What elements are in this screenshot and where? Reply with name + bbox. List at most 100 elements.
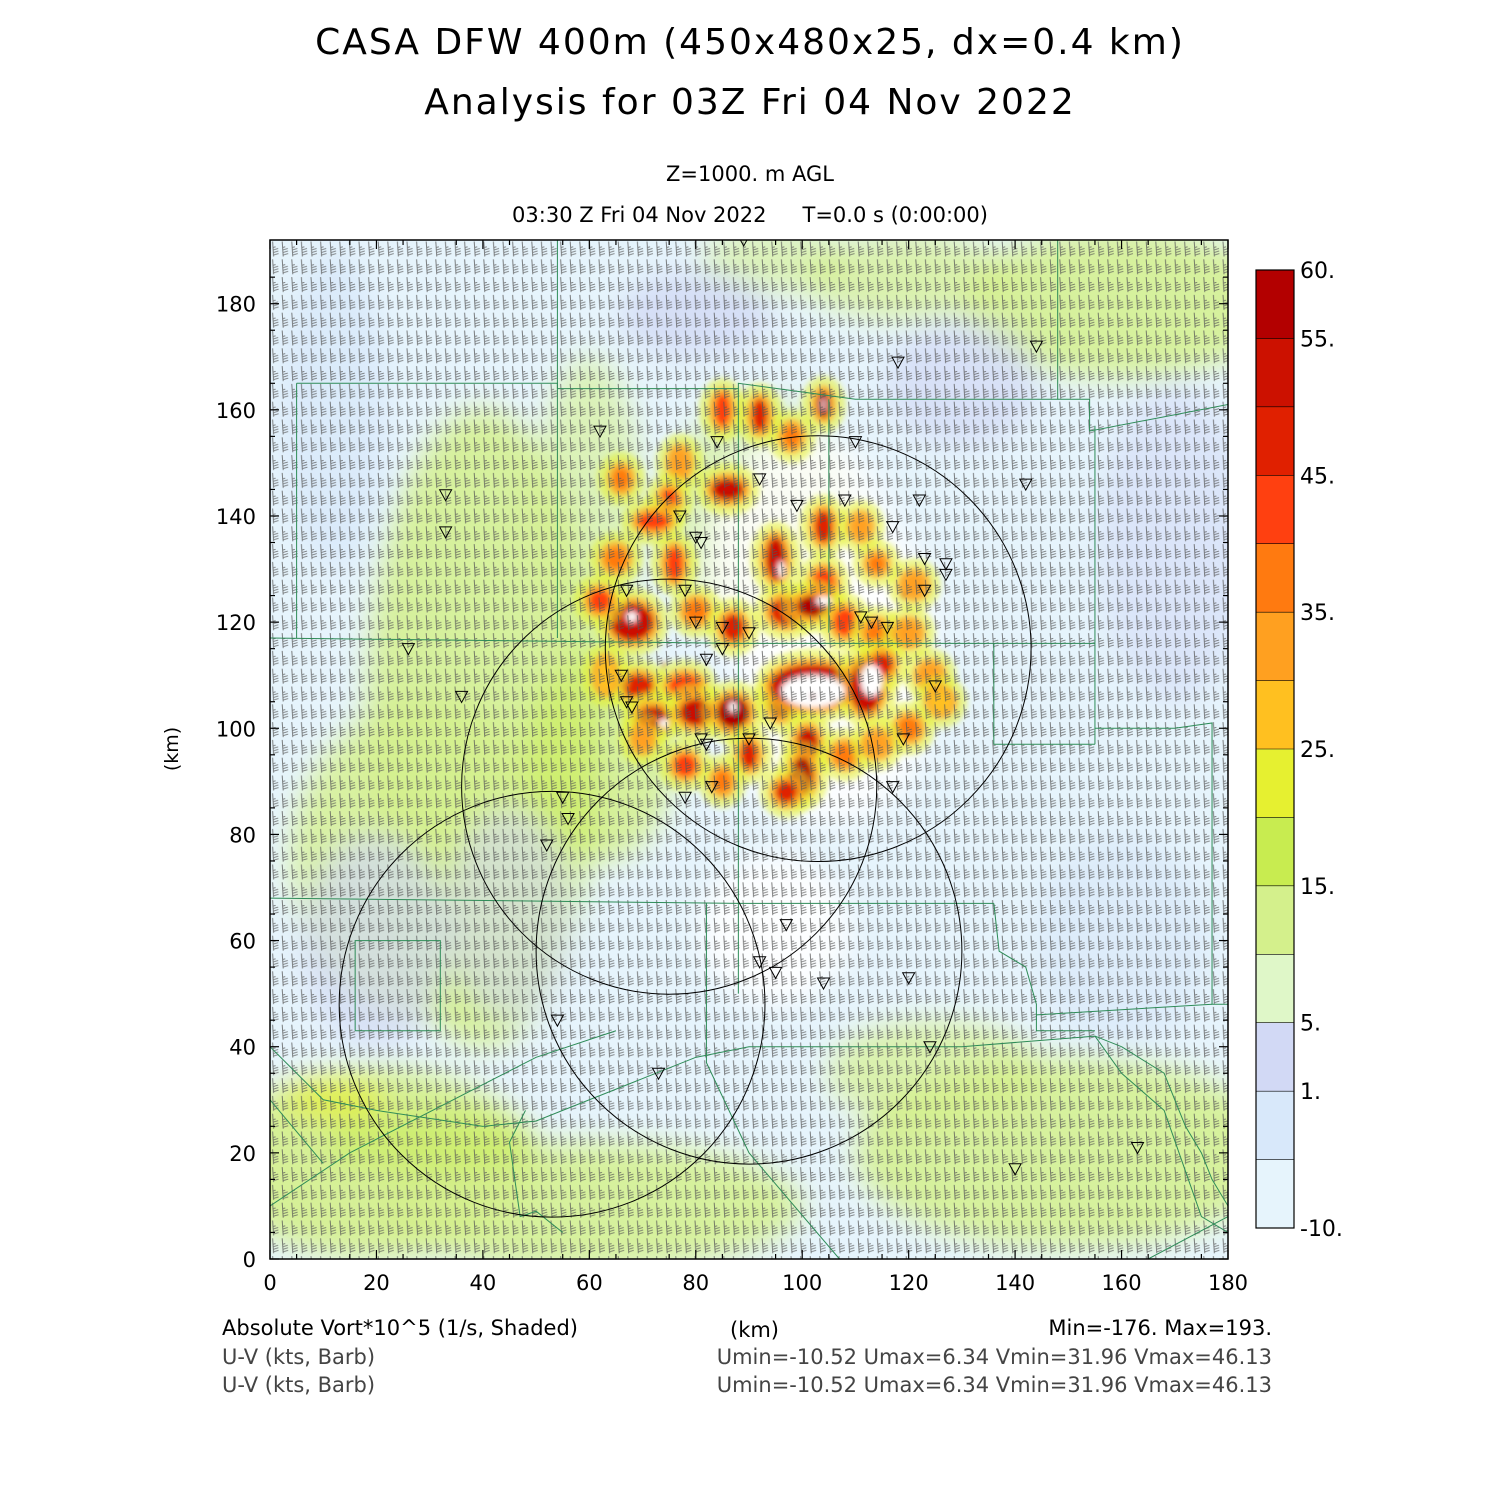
y-tick-label: 80 — [229, 823, 256, 847]
station-marker — [619, 584, 634, 598]
station-marker — [848, 436, 863, 449]
radar-range-ring — [338, 790, 766, 1218]
county-boundary — [354, 940, 441, 1032]
station-marker — [917, 584, 932, 598]
station-marker — [555, 791, 570, 805]
station-marker — [678, 791, 692, 805]
y-tick-label: 40 — [229, 1036, 256, 1060]
title-line-1: CASA DFW 400m (450x480x25, dx=0.4 km) — [315, 22, 1185, 63]
field-label: Absolute Vort*10^5 (1/s, Shaded) — [222, 1316, 578, 1340]
station-marker — [1029, 340, 1044, 354]
county-boundary — [557, 240, 1059, 400]
station-marker — [454, 690, 469, 704]
radar-range-ring — [604, 435, 1032, 863]
y-tick-label: 120 — [216, 611, 256, 635]
colorbar-swatch — [1256, 1091, 1294, 1161]
county-boundary — [705, 903, 840, 1259]
x-tick-label: 160 — [1102, 1271, 1142, 1295]
colorbar-swatch — [1256, 612, 1294, 682]
county-boundary — [270, 1099, 324, 1164]
station-marker — [539, 839, 554, 853]
station-marker — [742, 627, 756, 640]
county-boundary — [270, 1030, 617, 1207]
level-label: Z=1000. m AGL — [666, 162, 834, 186]
colorbar-swatch — [1256, 270, 1294, 339]
station-marker — [672, 510, 687, 524]
station-marker — [401, 643, 416, 656]
county-boundary — [1094, 722, 1228, 1005]
station-marker — [1130, 1142, 1145, 1155]
county-boundary — [1147, 1216, 1228, 1259]
y-tick-label: 140 — [216, 505, 256, 529]
station-marker — [651, 1067, 666, 1081]
station-marker — [790, 499, 804, 513]
x-tick-label: 120 — [889, 1271, 929, 1295]
station-marker — [880, 621, 895, 635]
station-marker — [885, 781, 900, 794]
x-tick-label: 180 — [1208, 1271, 1248, 1295]
x-tick-label: 0 — [263, 1271, 276, 1295]
barb-label-2: U-V (kts, Barb) — [222, 1373, 376, 1397]
x-tick-label: 80 — [682, 1271, 709, 1295]
station-marker — [625, 701, 639, 715]
colorbar-swatch — [1256, 817, 1294, 887]
y-tick-label: 20 — [229, 1142, 256, 1166]
station-marker — [742, 733, 756, 746]
station-marker — [779, 919, 794, 932]
station-marker — [752, 473, 767, 486]
county-boundary — [270, 1035, 1122, 1127]
county-boundary — [993, 643, 1095, 745]
county-boundary — [1121, 1046, 1228, 1207]
county-boundary — [1036, 1003, 1213, 1016]
station-marker — [699, 738, 714, 752]
colorbar — [1255, 269, 1295, 1229]
station-marker — [1008, 1163, 1022, 1176]
x-tick-label: 20 — [363, 1271, 390, 1295]
station-marker — [1018, 478, 1033, 492]
station-marker — [928, 680, 943, 693]
colorbar-label: 60. — [1300, 259, 1335, 284]
y-tick-label: 160 — [216, 399, 256, 423]
colorbar-swatch — [1256, 1159, 1294, 1229]
colorbar-label: 35. — [1300, 601, 1335, 626]
radar-range-ring — [461, 578, 878, 995]
station-marker — [704, 781, 719, 794]
station-marker — [763, 717, 778, 731]
station-marker — [853, 611, 868, 624]
colorbar-swatch — [1256, 406, 1294, 476]
station-marker — [816, 977, 831, 991]
colorbar-swatch — [1256, 475, 1294, 545]
plot-frame — [269, 239, 1229, 1260]
station-marker — [715, 621, 730, 635]
y-tick-label: 100 — [216, 717, 256, 741]
station-marker — [561, 812, 575, 826]
station-marker — [912, 494, 927, 508]
valid-time: 03:30 Z Fri 04 Nov 2022 — [512, 203, 767, 227]
colorbar-frame — [1255, 269, 1295, 1229]
station-marker — [885, 521, 900, 534]
station-marker — [837, 494, 852, 508]
station-marker — [614, 669, 629, 683]
station-marker — [438, 489, 453, 502]
x-tick-label: 140 — [995, 1271, 1035, 1295]
station-marker — [923, 1041, 937, 1054]
plot-area — [270, 240, 1228, 1259]
station-marker — [694, 537, 708, 550]
station-marker — [688, 616, 703, 630]
colorbar-label: 1. — [1300, 1080, 1321, 1105]
colorbar-swatch — [1256, 749, 1294, 818]
station-marker — [710, 436, 724, 449]
x-tick-label: 40 — [470, 1271, 497, 1295]
radar-range-ring — [535, 737, 963, 1165]
station-marker — [752, 956, 767, 969]
county-boundary — [993, 903, 1095, 1032]
station-marker — [896, 733, 911, 746]
time-line: 03:30 Z Fri 04 Nov 2022 T=0.0 s (0:00:00) — [0, 203, 1500, 227]
colorbar-swatch — [1256, 885, 1294, 955]
colorbar-label: 15. — [1300, 875, 1335, 900]
min-max-label: Min=-176. Max=193. — [1048, 1316, 1272, 1340]
y-tick-label: 180 — [216, 293, 256, 317]
colorbar-swatch — [1256, 954, 1294, 1024]
colorbar-swatch — [1256, 1022, 1294, 1092]
